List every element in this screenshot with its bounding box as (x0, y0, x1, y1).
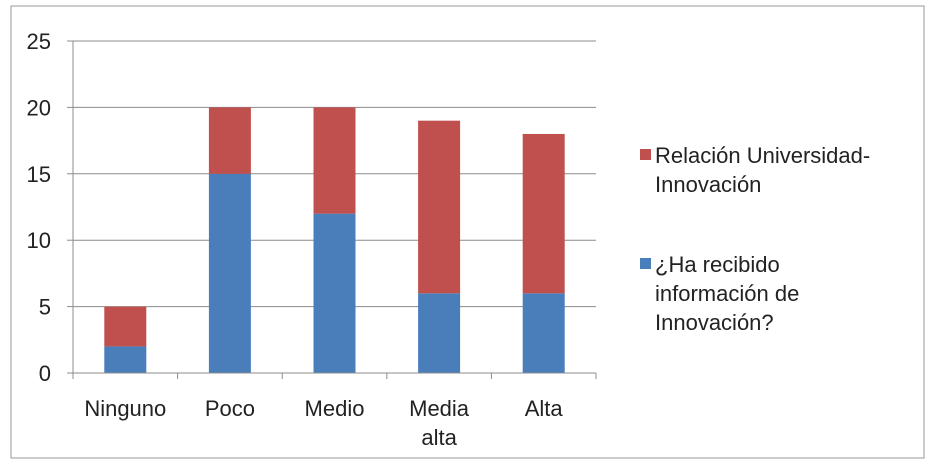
y-tick-label: 10 (27, 228, 51, 253)
bar-segment (418, 120, 461, 294)
x-tick-label: Alta (525, 396, 564, 421)
legend: Relación Universidad- Innovación ¿Ha recib… (640, 143, 870, 335)
bars (104, 107, 565, 373)
legend-marker (640, 149, 651, 160)
x-tick-label: Ninguno (84, 396, 166, 421)
y-tick-label: 20 (27, 95, 51, 120)
y-tick-label: 0 (39, 361, 51, 386)
x-tick-label: Poco (205, 396, 255, 421)
y-tick-label: 5 (39, 295, 51, 320)
x-tick-labels: Ninguno Poco Medio Media alta Alta (84, 396, 563, 450)
bar-segment (104, 306, 147, 347)
legend-marker (640, 258, 651, 269)
chart-border (10, 5, 925, 459)
x-tick-label: Media (409, 396, 470, 421)
bar-segment (208, 173, 251, 373)
bar-segment (418, 293, 461, 373)
bar-segment (522, 133, 565, 294)
bar-segment (104, 346, 147, 373)
legend-label: Innovación (655, 172, 761, 197)
y-tick-label: 15 (27, 162, 51, 187)
y-tick-label: 25 (27, 29, 51, 54)
legend-label: información de (655, 281, 799, 306)
legend-label: Innovación? (655, 310, 774, 335)
bar-segment (522, 293, 565, 373)
bar-segment (313, 213, 356, 373)
x-tick-label: Medio (305, 396, 365, 421)
legend-label: Relación Universidad- (655, 143, 870, 168)
x-tick-label: alta (421, 425, 457, 450)
legend-label: ¿Ha recibido (655, 252, 780, 277)
y-tick-labels: 0 5 10 15 20 25 (27, 29, 51, 386)
bar-segment (313, 107, 356, 214)
bar-segment (208, 107, 251, 174)
axes (67, 40, 597, 379)
